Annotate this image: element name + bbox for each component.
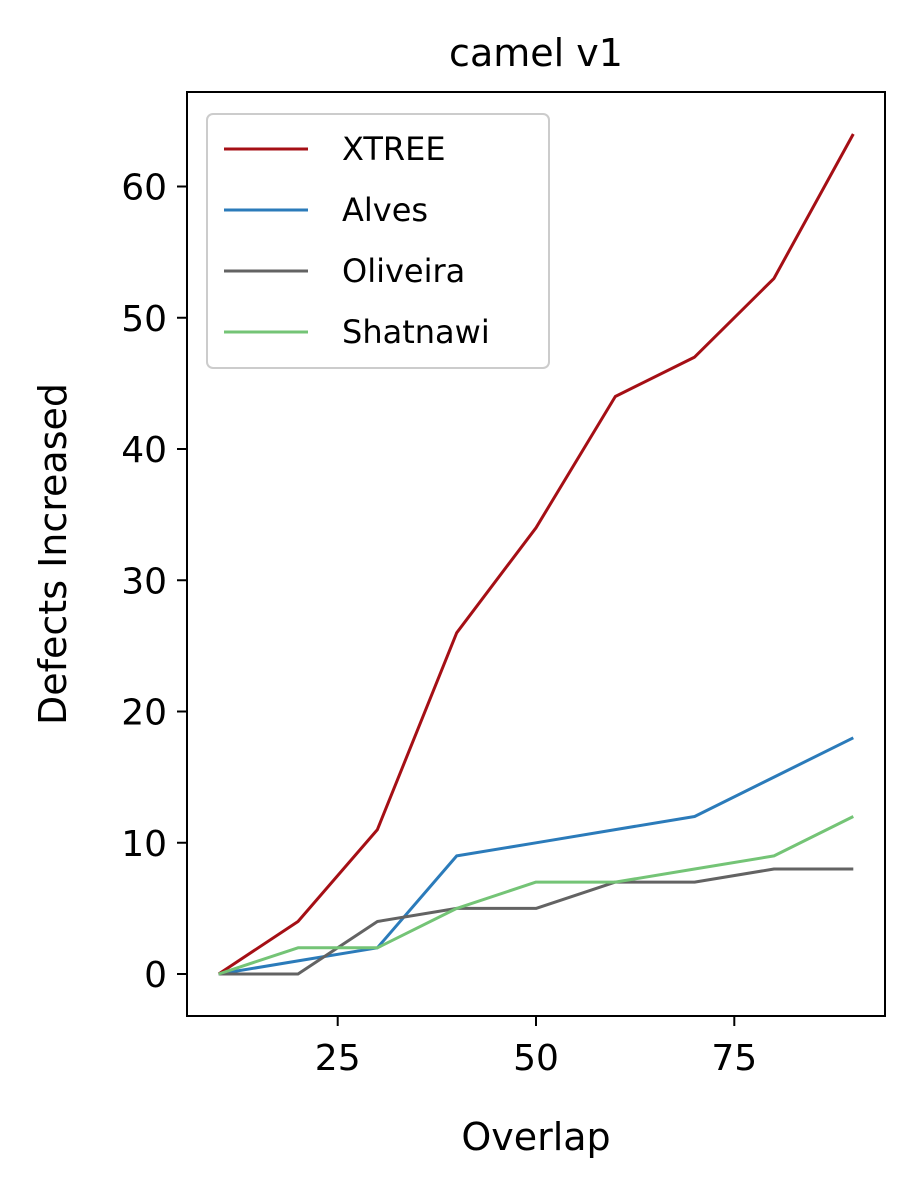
y-tick-label: 10 (121, 824, 167, 865)
legend-label-oliveira: Oliveira (342, 252, 465, 290)
legend-box (206, 113, 550, 369)
y-axis-label: Defects Increased (31, 383, 75, 725)
x-tick-label: 50 (513, 1038, 559, 1079)
y-tick-label: 30 (121, 561, 167, 602)
series-line-oliveira (218, 867, 854, 976)
y-tick-label: 60 (121, 168, 167, 209)
series-line-shatnawi (218, 815, 854, 976)
legend-label-shatnawi: Shatnawi (342, 313, 490, 351)
plot-area: 25 50 75 0 10 20 30 40 50 60 XTREE Alves Oliveira Sha… (121, 91, 886, 1079)
x-axis-label: Overlap (461, 1115, 610, 1159)
legend: XTREE Alves Oliveira Shatnawi (206, 113, 550, 369)
y-tick-label: 50 (121, 299, 167, 340)
series-line-xtree (217, 133, 855, 976)
x-tick-label: 25 (315, 1038, 361, 1079)
y-tick-label: 40 (121, 430, 167, 471)
legend-label-xtree: XTREE (342, 130, 446, 168)
legend-label-alves: Alves (342, 191, 428, 229)
series-line-alves (218, 736, 854, 976)
y-tick-label: 0 (144, 955, 167, 996)
chart-title: camel v1 (449, 31, 623, 75)
x-tick-label: 75 (711, 1038, 757, 1079)
y-tick-label: 20 (121, 693, 167, 734)
